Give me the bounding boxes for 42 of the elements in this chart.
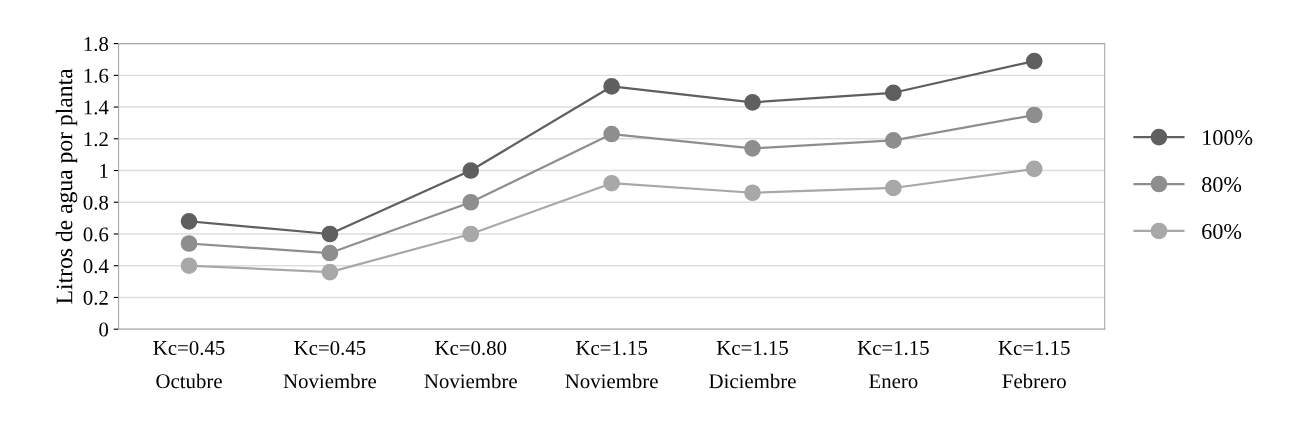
y-tick-label: 1 <box>100 164 108 178</box>
y-tick-label: 1.8 <box>84 36 109 52</box>
point <box>1025 160 1043 178</box>
y-tick-label: 1.6 <box>84 68 109 83</box>
x-tick-label: Kc=1.15 Febrero <box>998 340 1070 389</box>
point <box>462 225 480 243</box>
point <box>885 179 902 197</box>
point <box>180 235 198 252</box>
point <box>1025 52 1043 70</box>
y-axis-title: Litros de agua por planta <box>55 68 78 304</box>
legend-label: 80% <box>1202 177 1242 193</box>
x-tick-label: Kc=1.15 Noviembre <box>565 340 658 389</box>
point <box>1025 106 1043 124</box>
point <box>744 139 761 157</box>
y-tick-label: 0.8 <box>83 195 109 210</box>
point <box>180 212 198 230</box>
y-tick-label: 1.2 <box>84 132 108 147</box>
point <box>321 244 339 262</box>
x-tick-label: Kc=1.15 Enero <box>857 340 929 389</box>
y-tick-label: 0.4 <box>83 259 109 274</box>
point <box>462 162 480 179</box>
y-tick-label: 0.2 <box>83 290 108 305</box>
legend-label: 100% <box>1203 130 1253 146</box>
point <box>744 184 761 202</box>
point <box>603 174 620 192</box>
point <box>744 93 761 111</box>
x-tick-label: Kc=0.45 Octubre <box>153 340 225 389</box>
x-tick-label: Kc=0.80 Noviembre <box>424 340 517 389</box>
x-tick-label: Kc=0.45 Noviembre <box>283 340 377 389</box>
y-tick-label: 0 <box>99 322 109 337</box>
y-tick-label: 0.6 <box>83 227 109 242</box>
point <box>885 132 902 149</box>
point <box>180 257 198 275</box>
point <box>321 263 339 281</box>
point <box>885 84 902 102</box>
point <box>603 125 620 143</box>
point <box>462 193 480 211</box>
point <box>321 225 339 243</box>
x-tick-label: Kc=1.15 Diciembre <box>709 340 796 389</box>
y-tick-label: 1.4 <box>84 100 109 115</box>
legend-label: 60% <box>1202 223 1242 240</box>
point <box>603 78 620 95</box>
